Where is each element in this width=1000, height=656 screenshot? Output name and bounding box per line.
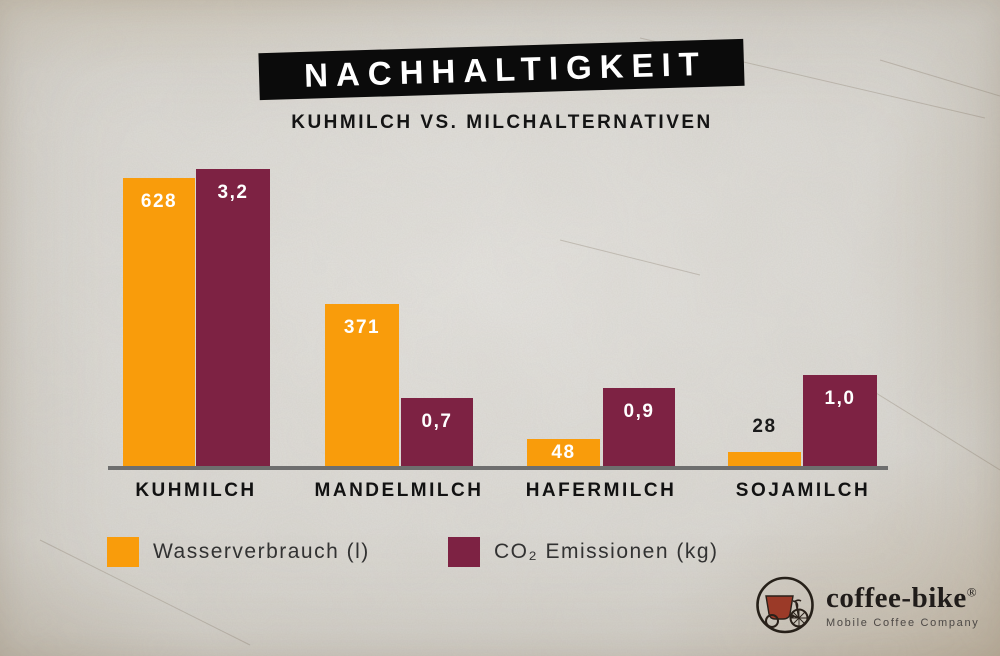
legend-label: Wasserverbrauch (l): [153, 540, 370, 563]
bar-kuhmilch-co2: 3,2: [196, 169, 270, 466]
bar-value-label: 28: [752, 416, 777, 437]
registered-mark: ®: [966, 583, 978, 599]
bar-sojamilch-water: 28: [728, 416, 801, 466]
brand-logo: coffee-bike® Mobile Coffee Company: [753, 575, 980, 637]
page-title: NACHHALTIGKEIT: [303, 44, 708, 94]
legend-item-water: Wasserverbrauch (l): [107, 537, 370, 567]
title-banner: NACHHALTIGKEIT: [258, 38, 745, 101]
coffee-bike-icon: [756, 576, 814, 634]
bar-value-label: 628: [140, 191, 178, 212]
bar-value-label: 0,9: [623, 401, 655, 422]
page-subtitle: KUHMILCH VS. MILCHALTERNATIVEN: [291, 112, 713, 133]
legend-swatch: [448, 537, 480, 567]
category-label-sojamilch: SOJAMILCH: [735, 480, 871, 501]
bar-value-label: 48: [551, 441, 576, 463]
bar-mandelmilch-water: 371: [325, 304, 399, 466]
brand-tagline: Mobile Coffee Company: [826, 616, 980, 629]
bar-value-label: 3,2: [217, 182, 249, 203]
x-axis-line: [108, 466, 888, 470]
legend-label: CO₂ Emissionen (kg): [494, 540, 719, 563]
brand-name: coffee-bike®: [826, 581, 980, 614]
bar-value-label: 0,7: [421, 411, 453, 432]
legend-item-co2: CO₂ Emissionen (kg): [448, 537, 719, 567]
bar-hafermilch-co2: 0,9: [603, 388, 675, 466]
bar-kuhmilch-water: 628: [123, 178, 195, 466]
bar-value-label: 1,0: [824, 388, 856, 409]
legend-swatch: [107, 537, 139, 567]
bar-hafermilch-water: 48: [527, 439, 600, 466]
bar-sojamilch-co2: 1,0: [803, 375, 877, 466]
bar-value-label: 371: [343, 317, 381, 338]
brand-text: coffee-bike: [826, 581, 967, 614]
bar-mandelmilch-co2: 0,7: [401, 398, 473, 466]
